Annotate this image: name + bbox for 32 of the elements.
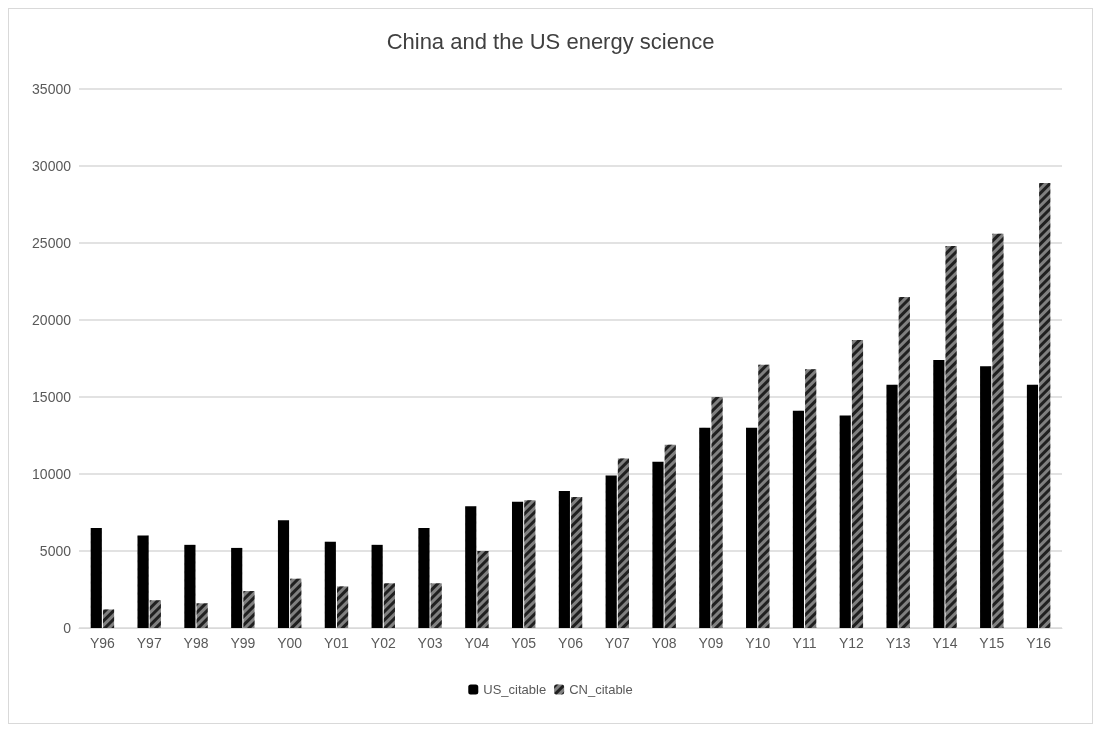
y-tick-label: 25000: [32, 235, 72, 251]
x-tick-label: Y98: [183, 635, 209, 651]
x-tick-label: Y13: [885, 635, 911, 651]
x-tick-label: Y09: [698, 635, 724, 651]
x-tick-label: Y14: [932, 635, 958, 651]
y-tick-label: 0: [63, 620, 72, 636]
x-tick-label: Y07: [604, 635, 630, 651]
y-tick-label: 20000: [32, 312, 72, 328]
x-tick-label: Y12: [838, 635, 865, 651]
chart-title: China and the US energy science: [386, 28, 715, 54]
y-tick-label: 35000: [32, 81, 72, 97]
x-tick-label: Y01: [323, 635, 350, 651]
x-tick-label: Y99: [230, 635, 256, 651]
y-tick-label: 5000: [39, 543, 72, 559]
x-tick-label: Y04: [464, 635, 490, 651]
x-tick-label: Y10: [745, 635, 771, 651]
x-tick-label: Y97: [136, 635, 162, 651]
y-tick-label: 10000: [32, 466, 72, 482]
y-tick-label: 15000: [32, 389, 72, 405]
x-tick-label: Y15: [979, 635, 1005, 651]
x-tick-label: Y00: [277, 635, 303, 651]
x-tick-label: Y03: [417, 635, 443, 651]
x-tick-label: Y96: [89, 635, 116, 651]
x-tick-label: Y05: [511, 635, 537, 651]
x-tick-label: Y06: [558, 635, 584, 651]
x-tick-label: Y11: [792, 635, 817, 651]
legend-label: US_citable: [483, 682, 547, 697]
x-tick-label: Y16: [1026, 635, 1052, 651]
y-tick-label: 30000: [32, 158, 72, 174]
x-tick-label: Y02: [370, 635, 396, 651]
x-tick-label: Y08: [651, 635, 677, 651]
legend-label: CN_citable: [569, 682, 633, 697]
